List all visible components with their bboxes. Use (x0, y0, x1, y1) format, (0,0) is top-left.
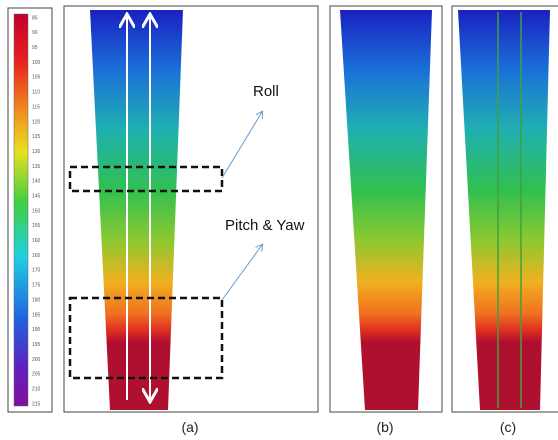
colorbar-tick-label: 175 (32, 283, 41, 289)
colorbar-tick-label: 155 (32, 223, 41, 229)
colorbar-tick-label: 105 (32, 75, 41, 81)
colorbar-tick-label: 195 (32, 342, 41, 348)
colorbar-tick-label: 130 (32, 149, 41, 155)
figure: 85 90 95 100 105 110 115 120 125 130 135 140 145 150 1… (0, 0, 558, 440)
caption: (a) (181, 419, 198, 435)
colorbar-tick-label: 190 (32, 327, 41, 333)
colorbar-tick-label: 90 (32, 30, 38, 36)
colorbar-tick-label: 145 (32, 193, 41, 199)
colorbar-tick-label: 100 (32, 60, 41, 66)
colorbar-tick-label: 85 (32, 15, 38, 21)
colorbar-tick-label: 215 (32, 401, 41, 407)
page: 85 90 95 100 105 110 115 120 125 130 135 140 145 150 1… (0, 0, 558, 440)
colorbar-tick-label: 160 (32, 238, 41, 244)
colorbar-tick-label: 135 (32, 164, 41, 170)
colorbar-tick-label: 200 (32, 357, 41, 363)
colorbar-tick-label: 210 (32, 386, 41, 392)
colorbar-tick-label: 205 (32, 372, 41, 378)
colorbar-tick-label: 115 (32, 104, 40, 110)
colorbar-tick-label: 165 (32, 253, 41, 259)
colorbar-tick-label: 170 (32, 268, 41, 274)
caption: (c) (500, 419, 516, 435)
colorbar-tick-label: 140 (32, 179, 41, 185)
caption: (b) (376, 419, 393, 435)
colorbar-tick-label: 180 (32, 297, 41, 303)
annotation: Pitch & Yaw (225, 217, 305, 234)
annotation: Roll (253, 83, 279, 100)
colorbar-tick-label: 110 (32, 90, 40, 96)
colorbar-tick-label: 125 (32, 134, 41, 140)
colorbar-tick-label: 185 (32, 312, 41, 318)
colorbar-tick-label: 150 (32, 208, 41, 214)
colorbar (14, 14, 28, 406)
colorbar-tick-label: 95 (32, 45, 38, 51)
colorbar-tick-label: 120 (32, 119, 41, 125)
